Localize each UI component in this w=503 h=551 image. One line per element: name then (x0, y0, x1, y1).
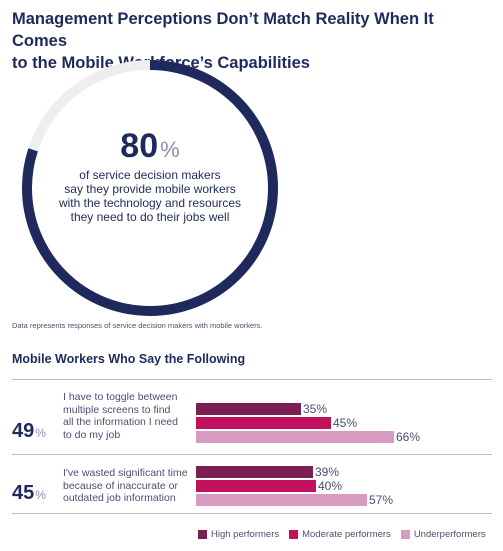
legend-item-high: High performers (198, 529, 279, 540)
divider-middle (12, 454, 492, 455)
group-2-total-unit: % (35, 488, 46, 502)
ring-text-line-1: of service decision makers (79, 168, 221, 182)
group-1-line-4: to do my job (63, 428, 121, 441)
group-2-line-1: I've wasted significant time (63, 467, 188, 479)
ring-value-number: 80 (120, 127, 159, 165)
donut-ring (22, 60, 278, 316)
legend-swatch-under (400, 530, 410, 539)
ring-value-unit: % (160, 137, 180, 162)
group-1-line-1: I have to toggle between (63, 391, 178, 403)
legend-label-under: Underperformers (413, 529, 486, 540)
label-g2-high: 39% (315, 465, 340, 479)
group-1-line-2: multiple screens to find (63, 403, 171, 416)
legend-label-high: High performers (211, 529, 280, 540)
label-g2-moderate: 40% (318, 479, 343, 493)
ring-text-line-3: with the technology and resources (58, 196, 242, 210)
label-g1-under: 66% (396, 430, 421, 444)
group-1-total-number: 49 (12, 420, 35, 442)
section-subtitle: Mobile Workers Who Say the Following (12, 352, 246, 366)
label-g1-high: 35% (303, 402, 328, 416)
label-g1-moderate: 45% (333, 416, 358, 430)
label-g2-under: 57% (369, 493, 394, 507)
data-note: Data represents responses of service dec… (12, 321, 263, 330)
bar-g2-moderate (196, 480, 316, 492)
bar-g1-under (196, 431, 394, 443)
legend-swatch-moderate (289, 530, 299, 539)
bar-g1-moderate (196, 417, 331, 429)
ring-text-line-4: they need to do their jobs well (70, 210, 230, 224)
bar-g2-high (196, 466, 313, 478)
group-2-total-number: 45 (12, 482, 35, 504)
ring-fill (22, 60, 278, 316)
divider-bottom (12, 513, 492, 514)
legend-item-under: Underperformers (400, 529, 486, 540)
group-2-line-2: because of inaccurate or (63, 479, 178, 492)
divider-top (12, 379, 492, 380)
group-2-line-3: outdated job information (63, 492, 176, 504)
group-1-total-unit: % (35, 426, 46, 440)
group-1-total: 49% (12, 420, 46, 443)
legend-item-moderate: Moderate performers (289, 529, 391, 540)
legend: High performers Moderate performers Unde… (198, 529, 496, 540)
legend-swatch-high (198, 530, 207, 539)
group-1-line-3: all the information I need (63, 416, 178, 428)
ring-description: of service decision makers say they prov… (38, 168, 262, 224)
ring-text-line-2: say they provide mobile workers (64, 182, 236, 196)
group-2-statement: I've wasted significant time because of … (63, 467, 195, 505)
legend-label-moderate: Moderate performers (302, 529, 391, 540)
bar-g1-high (196, 403, 301, 415)
title-line-1: Management Perceptions Don’t Match Reali… (12, 10, 434, 50)
group-2-total: 45% (12, 482, 46, 505)
bar-g2-under (196, 494, 367, 506)
group-1-statement: I have to toggle between multiple screen… (63, 391, 195, 441)
ring-value: 80% (50, 128, 250, 168)
